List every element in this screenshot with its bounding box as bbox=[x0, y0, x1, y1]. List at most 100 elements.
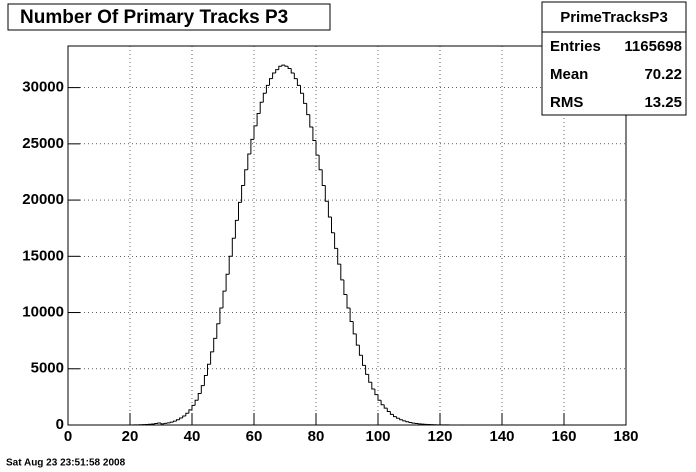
stats-label: Entries bbox=[550, 38, 601, 55]
histogram-bin bbox=[231, 237, 236, 257]
x-tick-label: 140 bbox=[489, 428, 514, 445]
title-box bbox=[7, 3, 331, 31]
histogram-bin bbox=[318, 155, 323, 171]
histogram-bin bbox=[399, 418, 403, 421]
histogram-bin bbox=[200, 385, 205, 394]
histogram-bin bbox=[324, 185, 329, 202]
histogram-bin bbox=[331, 216, 335, 234]
histogram-bin bbox=[228, 255, 233, 275]
y-tick-label: 5000 bbox=[31, 360, 64, 377]
histogram-bin bbox=[371, 382, 375, 390]
histogram-bin bbox=[362, 355, 366, 366]
histogram-bin bbox=[250, 138, 254, 154]
histogram-bin bbox=[262, 92, 267, 103]
histogram-bin bbox=[278, 65, 282, 70]
stats-value: 70.22 bbox=[644, 66, 682, 83]
y-tick-label: 10000 bbox=[22, 304, 64, 321]
histogram-bin bbox=[296, 78, 301, 86]
histogram-bin bbox=[377, 394, 382, 401]
histogram-bin bbox=[176, 419, 180, 422]
histogram-bin bbox=[393, 414, 397, 418]
histogram-bin bbox=[346, 294, 351, 309]
histogram-bin bbox=[160, 422, 165, 425]
histogram-bin bbox=[210, 351, 214, 365]
y-tick-label: 20000 bbox=[22, 191, 64, 208]
x-tick-label: 100 bbox=[365, 428, 390, 445]
stats-label: Mean bbox=[550, 66, 588, 83]
histogram-bin bbox=[383, 404, 388, 409]
histogram-bin bbox=[386, 408, 391, 413]
histogram-bin bbox=[234, 219, 239, 239]
histogram-bin bbox=[169, 421, 174, 423]
histogram-bin bbox=[284, 65, 289, 67]
histogram-bin bbox=[355, 333, 360, 346]
histogram-bin bbox=[309, 114, 313, 128]
chart-title: Number Of Primary Tracks P3 bbox=[20, 7, 288, 28]
histogram-bin bbox=[306, 103, 310, 116]
histogram-bin bbox=[315, 140, 320, 156]
histogram-bin bbox=[287, 66, 292, 69]
histogram-bin bbox=[216, 323, 220, 339]
histogram-bin bbox=[182, 415, 186, 419]
x-tick-label: 40 bbox=[184, 428, 201, 445]
histogram-bin bbox=[334, 232, 338, 249]
histogram-bin bbox=[188, 409, 192, 414]
footer-date: Sat Aug 23 23:51:58 2008 bbox=[6, 458, 126, 469]
histogram-bin bbox=[337, 248, 341, 265]
y-tick-label: 15000 bbox=[22, 247, 64, 264]
histogram-bin bbox=[269, 78, 273, 86]
histogram-bin bbox=[213, 337, 217, 352]
stats-label: RMS bbox=[550, 94, 583, 111]
histogram-bin bbox=[179, 417, 183, 420]
histogram-bin bbox=[343, 279, 347, 296]
histogram-bin bbox=[157, 422, 161, 424]
histogram-bin bbox=[275, 69, 279, 73]
histogram-bin bbox=[402, 419, 406, 422]
histogram-bin bbox=[225, 273, 230, 292]
histogram-bin bbox=[389, 411, 394, 415]
histogram-bin bbox=[293, 72, 298, 80]
histogram-bin bbox=[172, 420, 177, 423]
histogram-bin bbox=[290, 68, 295, 74]
stats-value: 1165698 bbox=[624, 38, 682, 55]
histogram-bin bbox=[327, 201, 332, 218]
histogram-bin bbox=[365, 365, 369, 375]
stats-value: 13.25 bbox=[644, 94, 682, 111]
histogram-bin bbox=[380, 400, 385, 406]
histogram-bin bbox=[244, 169, 248, 186]
histogram-bin bbox=[185, 412, 189, 417]
histogram-bin bbox=[241, 184, 245, 203]
histogram-bin bbox=[253, 125, 258, 140]
histogram-bin bbox=[203, 375, 208, 386]
histogram-bin bbox=[408, 421, 413, 424]
x-tick-label: 160 bbox=[551, 428, 576, 445]
histogram-bin bbox=[265, 84, 270, 94]
histogram-bin bbox=[197, 393, 202, 401]
histogram-bin bbox=[272, 72, 276, 79]
histogram-bin bbox=[321, 169, 326, 186]
stats-name: PrimeTracksP3 bbox=[560, 9, 668, 26]
x-tick-label: 120 bbox=[427, 428, 452, 445]
histogram-bin bbox=[207, 363, 211, 376]
histogram-bin bbox=[358, 345, 363, 356]
stats-box: PrimeTracksP3 Entries 1165698 Mean 70.22… bbox=[541, 1, 687, 116]
y-tick-label: 30000 bbox=[22, 79, 64, 96]
histogram-bin bbox=[349, 308, 354, 323]
x-tick-label: 20 bbox=[122, 428, 139, 445]
histogram-bin bbox=[256, 112, 261, 126]
histogram-bin bbox=[259, 101, 264, 114]
histogram-bin bbox=[352, 321, 357, 335]
histogram-bin bbox=[191, 404, 196, 410]
histogram-bin bbox=[194, 399, 199, 406]
y-tick-label: 25000 bbox=[22, 135, 64, 152]
histogram-bin bbox=[222, 290, 227, 309]
histogram-bin bbox=[281, 64, 285, 67]
histogram-bin bbox=[340, 264, 344, 281]
histogram-bin bbox=[312, 126, 316, 141]
histogram-bin bbox=[166, 422, 171, 424]
histogram-bin bbox=[396, 416, 400, 419]
histogram-bin bbox=[405, 420, 409, 423]
plot-frame bbox=[67, 45, 627, 426]
histogram-bin bbox=[247, 153, 251, 170]
